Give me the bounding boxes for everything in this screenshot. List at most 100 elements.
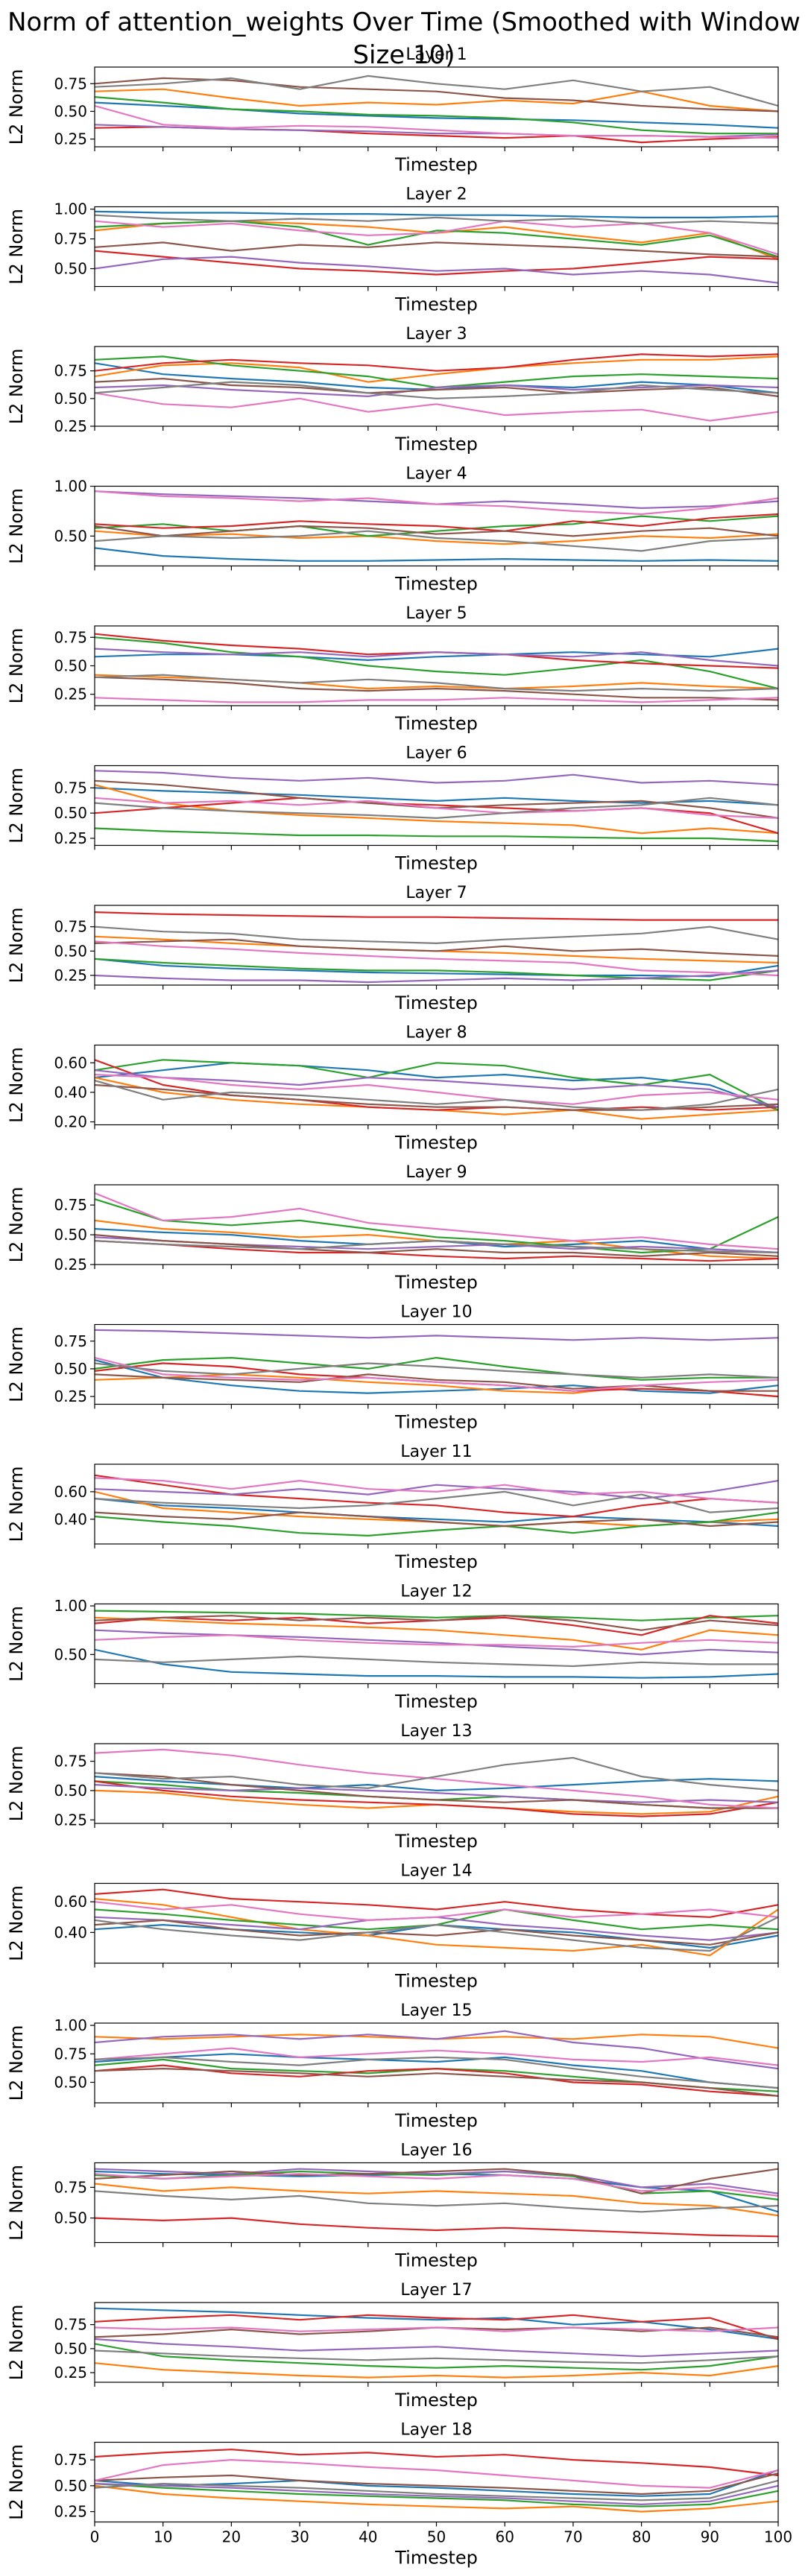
series-line-4: [94, 1474, 779, 1518]
y-tick-label: 0.75: [54, 75, 87, 92]
series-line-5: [94, 1480, 779, 1500]
series-line-7: [94, 797, 779, 819]
y-tick-label: 0.75: [54, 2045, 87, 2063]
series-line-7: [94, 392, 779, 422]
x-axis-label: Timestep: [394, 1831, 478, 1852]
series-line-7: [94, 1901, 779, 1921]
series-line-8: [94, 1916, 779, 1952]
subplot-title: Layer 7: [405, 884, 467, 902]
y-tick-label: 0.50: [54, 260, 87, 278]
y-tick-label: 0.50: [54, 2073, 87, 2091]
series-line-5: [94, 1329, 779, 1341]
series-line-5: [94, 490, 779, 510]
y-axis-label: L2 Norm: [6, 349, 27, 425]
subplot-title: Layer 14: [400, 1862, 472, 1881]
y-tick-label: 0.40: [54, 1510, 87, 1528]
series-line-3: [94, 1511, 779, 1537]
y-tick-label: 0.50: [54, 1360, 87, 1378]
subplot-title: Layer 17: [400, 2281, 472, 2300]
series-line-2: [94, 1219, 779, 1260]
y-tick-label: 0.50: [54, 942, 87, 960]
series-line-5: [94, 1784, 779, 1803]
y-axis-label: L2 Norm: [6, 628, 27, 704]
x-tick-label: 20: [222, 2528, 241, 2546]
x-tick-label: 100: [764, 2528, 792, 2546]
series-line-3: [94, 1198, 779, 1254]
series-line-6: [94, 1083, 779, 1111]
subplot-title: Layer 15: [400, 2001, 472, 2020]
series-line-3: [94, 827, 779, 843]
y-tick-label: 0.25: [54, 686, 87, 703]
series-line-4: [94, 1780, 779, 1817]
x-axis-label: Timestep: [394, 1551, 478, 1572]
y-tick-label: 0.50: [54, 2477, 87, 2495]
series-line-2: [94, 2362, 779, 2379]
series-line-4: [94, 1888, 779, 1918]
subplot-title: Layer 5: [405, 604, 467, 623]
y-tick-label: 0.75: [54, 362, 87, 380]
y-tick-label: 0.25: [54, 1387, 87, 1405]
y-axis-label: L2 Norm: [6, 1746, 27, 1822]
x-tick-label: 60: [495, 2528, 514, 2546]
series-line-8: [94, 1362, 779, 1379]
series-line-6: [94, 1772, 778, 1809]
series-line-1: [94, 1359, 779, 1394]
series-line-6: [94, 1234, 779, 1257]
y-tick-label: 1.00: [54, 2016, 87, 2034]
x-tick-label: 40: [359, 2528, 377, 2546]
series-line-8: [94, 75, 779, 107]
series-line-3: [94, 96, 778, 135]
series-line-7: [94, 1477, 779, 1504]
series-line-4: [94, 513, 779, 532]
series-line-7: [94, 1634, 779, 1648]
subplot-layer-8: Layer 8 0.20 0.40 0.60 Timestep L2 Norm: [6, 1024, 779, 1153]
y-axis-label: L2 Norm: [6, 2305, 27, 2381]
y-axis-label: L2 Norm: [6, 1885, 27, 1961]
x-axis-label: Timestep: [394, 2250, 478, 2271]
subplot-layer-16: Layer 16 0.50 0.75 Timestep L2 Norm: [6, 2142, 779, 2271]
y-tick-label: 0.75: [54, 230, 87, 248]
series-line-3: [94, 958, 779, 981]
subplot-layer-17: Layer 17 0.25 0.50 0.75 Timestep L2 Norm: [6, 2281, 779, 2411]
subplot-layer-15: Layer 15 0.50 0.75 1.00 Timestep L2 Norm: [6, 2001, 779, 2131]
series-line-6: [94, 2472, 779, 2496]
subplot-layer-11: Layer 11 0.40 0.60 Timestep L2 Norm: [6, 1443, 779, 1572]
series-line-4: [94, 633, 779, 669]
x-axis-label: Timestep: [394, 993, 478, 1013]
subplot-title: Layer 10: [400, 1303, 472, 1322]
series-line-5: [94, 2030, 779, 2070]
subplot-layer-9: Layer 9 0.25 0.50 0.75 Timestep L2 Norm: [6, 1163, 779, 1293]
x-axis-label: Timestep: [394, 2548, 478, 2569]
series-line-2: [94, 1077, 779, 1120]
y-tick-label: 0.50: [54, 657, 87, 675]
y-tick-label: 0.50: [54, 2340, 87, 2358]
y-tick-label: 0.60: [54, 1483, 87, 1501]
y-tick-label: 1.00: [54, 478, 87, 496]
y-tick-label: 0.50: [54, 804, 87, 822]
y-tick-label: 0.75: [54, 2451, 87, 2469]
series-line-7: [94, 1192, 779, 1250]
y-tick-label: 0.75: [54, 1196, 87, 1214]
series-line-5: [94, 2338, 779, 2358]
series-line-5: [94, 1916, 779, 1941]
y-tick-label: 0.50: [54, 1645, 87, 1663]
series-line-1: [94, 648, 779, 662]
series-line-8: [94, 1239, 779, 1254]
x-axis-label: Timestep: [394, 294, 478, 315]
y-axis-label: L2 Norm: [6, 2444, 27, 2520]
subplot-title: Layer 13: [400, 1722, 472, 1741]
series-line-1: [94, 1498, 779, 1528]
axes-frame: [94, 2302, 779, 2383]
series-line-7: [94, 1748, 779, 1809]
series-line-2: [94, 355, 779, 383]
series-line-1: [94, 101, 779, 129]
y-tick-label: 0.50: [54, 102, 87, 120]
subplot-title: Layer 6: [405, 744, 467, 763]
axes-frame: [94, 1044, 779, 1126]
y-tick-label: 0.75: [54, 1753, 87, 1770]
y-tick-label: 0.25: [54, 417, 87, 435]
x-tick-label: 50: [427, 2528, 446, 2546]
series-line-2: [94, 784, 779, 835]
series-line-6: [94, 1511, 779, 1528]
